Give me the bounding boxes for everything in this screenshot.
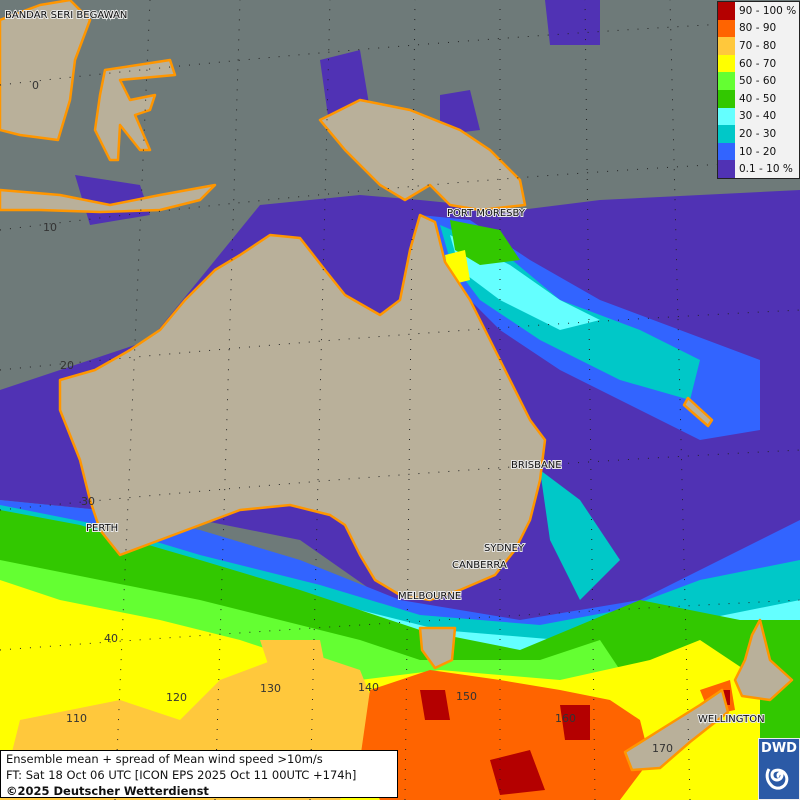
lon-label: 170	[652, 742, 673, 755]
australia	[58, 213, 547, 602]
lat-label: 10	[43, 221, 57, 234]
map-title: Ensemble mean + spread of Mean wind spee…	[6, 752, 323, 766]
legend-item: 0.1 - 10 %	[718, 160, 799, 178]
longitude-labels: 110 120 130 140 150 160 170	[66, 681, 673, 755]
field-30pct	[0, 225, 800, 670]
city-label: MELBOURNE	[398, 591, 461, 602]
logo-text: DWD	[761, 741, 797, 756]
lesser-sunda	[0, 183, 217, 214]
lon-label: 140	[358, 681, 379, 694]
legend-swatch	[718, 160, 735, 178]
legend-swatch	[718, 142, 735, 161]
lat-label: 0	[32, 79, 39, 92]
latitude-labels: 0 10 20 30 40	[32, 79, 118, 645]
legend-swatch	[718, 89, 735, 108]
field-100pct	[420, 690, 730, 795]
borneo	[0, 0, 92, 142]
legend-label: 50 - 60	[739, 75, 777, 88]
legend-label: 70 - 80	[739, 39, 777, 52]
dwd-logo: DWD	[758, 738, 800, 800]
legend-item: 10 - 20	[718, 142, 799, 161]
legend-item: 80 - 90	[718, 19, 799, 38]
lat-label: 20	[60, 359, 74, 372]
legend-label: 60 - 70	[739, 57, 777, 70]
legend-label: 90 - 100 %	[739, 4, 797, 17]
city-label: BANDAR SERI BEGAWAN	[5, 10, 127, 21]
forecast-time: FT: Sat 18 Oct 06 UTC [ICON EPS 2025 Oct…	[6, 768, 357, 782]
legend-label: 0.1 - 10 %	[739, 163, 793, 176]
legend-label: 10 - 20	[739, 145, 777, 158]
lat-label: 30	[81, 495, 95, 508]
new-zealand-north	[733, 618, 794, 702]
legend-item: 20 - 30	[718, 125, 799, 143]
city-label: WELLINGTON	[698, 714, 765, 725]
legend-swatch	[718, 54, 735, 73]
legend-swatch	[718, 72, 735, 90]
legend-label: 80 - 90	[739, 22, 777, 35]
lon-label: 120	[166, 691, 187, 704]
copyright: ©2025 Deutscher Wetterdienst	[6, 784, 209, 798]
legend-item: 30 - 40	[718, 107, 799, 126]
lat-label: 40	[104, 632, 118, 645]
lon-label: 150	[456, 690, 477, 703]
city-labels: BANDAR SERI BEGAWAN PORT MORESBY BRISBAN…	[4, 9, 766, 726]
legend-item: 90 - 100 %	[718, 2, 799, 20]
tasmania	[418, 626, 457, 670]
legend-label: 40 - 50	[739, 92, 777, 105]
city-label: SYDNEY	[484, 543, 525, 554]
new-zealand-south	[623, 688, 730, 772]
new-caledonia	[682, 396, 714, 428]
landmasses	[0, 0, 794, 772]
legend-swatch	[718, 2, 735, 20]
caption-box: Ensemble mean + spread of Mean wind spee…	[0, 750, 398, 798]
legend-label: 30 - 40	[739, 110, 777, 123]
city-label: CANBERRA	[452, 560, 507, 571]
spiral-icon	[765, 768, 789, 790]
lon-label: 160	[555, 712, 576, 725]
city-label: BRISBANE	[511, 460, 562, 471]
lon-label: 130	[260, 682, 281, 695]
legend-swatch	[718, 19, 735, 38]
legend-swatch	[718, 125, 735, 143]
legend-swatch	[718, 107, 735, 126]
city-label: PORT MORESBY	[447, 208, 526, 219]
field-70pct	[0, 250, 760, 800]
new-guinea	[318, 98, 527, 212]
city-label: PERTH	[86, 523, 118, 534]
legend-swatch	[718, 37, 735, 55]
legend-item: 50 - 60	[718, 72, 799, 90]
lon-label: 110	[66, 712, 87, 725]
sulawesi	[93, 58, 177, 162]
legend: 90 - 100 % 80 - 90 70 - 80 60 - 70 50 - 60 40…	[717, 1, 800, 179]
legend-item: 70 - 80	[718, 37, 799, 55]
legend-item: 60 - 70	[718, 54, 799, 73]
legend-label: 20 - 30	[739, 127, 777, 140]
legend-item: 40 - 50	[718, 89, 799, 108]
